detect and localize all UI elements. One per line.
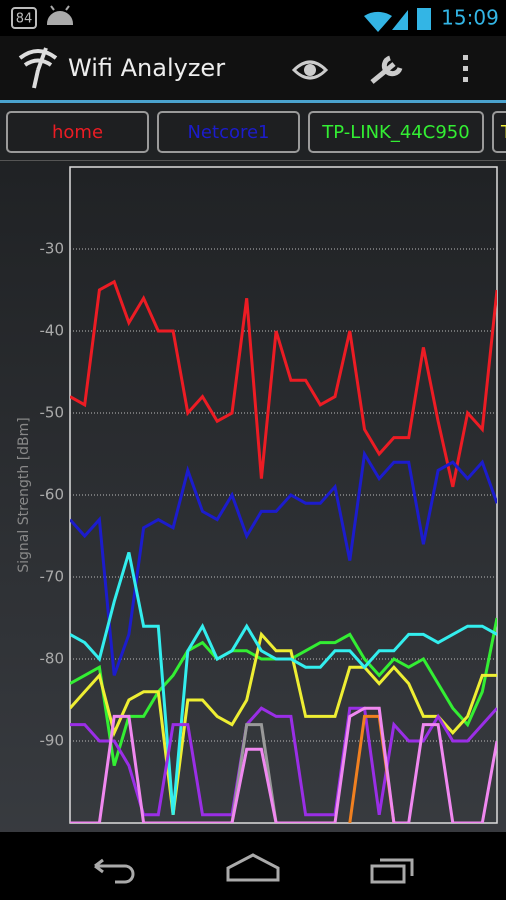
tab-box[interactable]	[157, 111, 300, 153]
menu-dot[interactable]	[463, 77, 468, 82]
signal-icon	[392, 10, 408, 30]
network-tab[interactable]: home	[6, 111, 149, 153]
app-logo-stem	[32, 47, 48, 89]
series-line	[70, 551, 497, 815]
tab-label[interactable]: Netcore1	[187, 122, 269, 143]
tab-label[interactable]: home	[52, 122, 103, 143]
battery-icon	[417, 8, 431, 30]
tab-box[interactable]	[6, 111, 149, 153]
app-title: Wifi Analyzer	[68, 54, 225, 82]
y-tick-label: -80	[40, 650, 65, 668]
series-line	[70, 279, 497, 488]
app-logo	[18, 49, 58, 67]
badge-icon	[11, 7, 37, 29]
home-button[interactable]	[226, 853, 280, 882]
network-tab[interactable]: TP-LINK_44C950	[308, 111, 484, 153]
y-tick-label: -90	[40, 732, 65, 750]
recents-button[interactable]	[370, 858, 414, 884]
y-tick-label: -50	[40, 404, 65, 422]
tab-label[interactable]: TP-LINK_44C950	[321, 122, 469, 143]
series-line	[70, 631, 497, 815]
back-button[interactable]	[94, 858, 135, 884]
network-tab[interactable]: T	[492, 111, 506, 153]
tabs-divider	[0, 160, 506, 161]
tab-box[interactable]	[492, 111, 506, 153]
series-line	[70, 706, 497, 823]
eye-button[interactable]	[291, 60, 329, 80]
nav-bar	[0, 832, 506, 900]
menu-dot[interactable]	[463, 55, 468, 60]
network-tab[interactable]: Netcore1	[157, 111, 300, 153]
tab-box[interactable]	[308, 111, 484, 153]
wifi-icon	[364, 11, 392, 32]
badge-text: 84	[16, 12, 33, 27]
clock: 15:09	[441, 6, 499, 30]
y-tick-label: -60	[40, 486, 65, 504]
action-bar	[0, 36, 506, 100]
android-icon	[46, 5, 74, 25]
action-bar-divider	[0, 100, 506, 103]
y-axis-label: Signal Strength [dBm]	[16, 417, 32, 573]
series-line	[230, 723, 278, 823]
eye-pupil[interactable]	[304, 64, 316, 76]
y-tick-label: -30	[40, 240, 65, 258]
tab-label[interactable]: T	[500, 122, 506, 143]
menu-dot[interactable]	[463, 66, 468, 71]
eye-icon[interactable]	[291, 60, 329, 80]
series-line	[70, 449, 497, 676]
y-tick-label: -70	[40, 568, 65, 586]
y-tick-label: -40	[40, 322, 65, 340]
settings-button[interactable]	[370, 55, 403, 84]
menu-button[interactable]	[463, 55, 468, 82]
